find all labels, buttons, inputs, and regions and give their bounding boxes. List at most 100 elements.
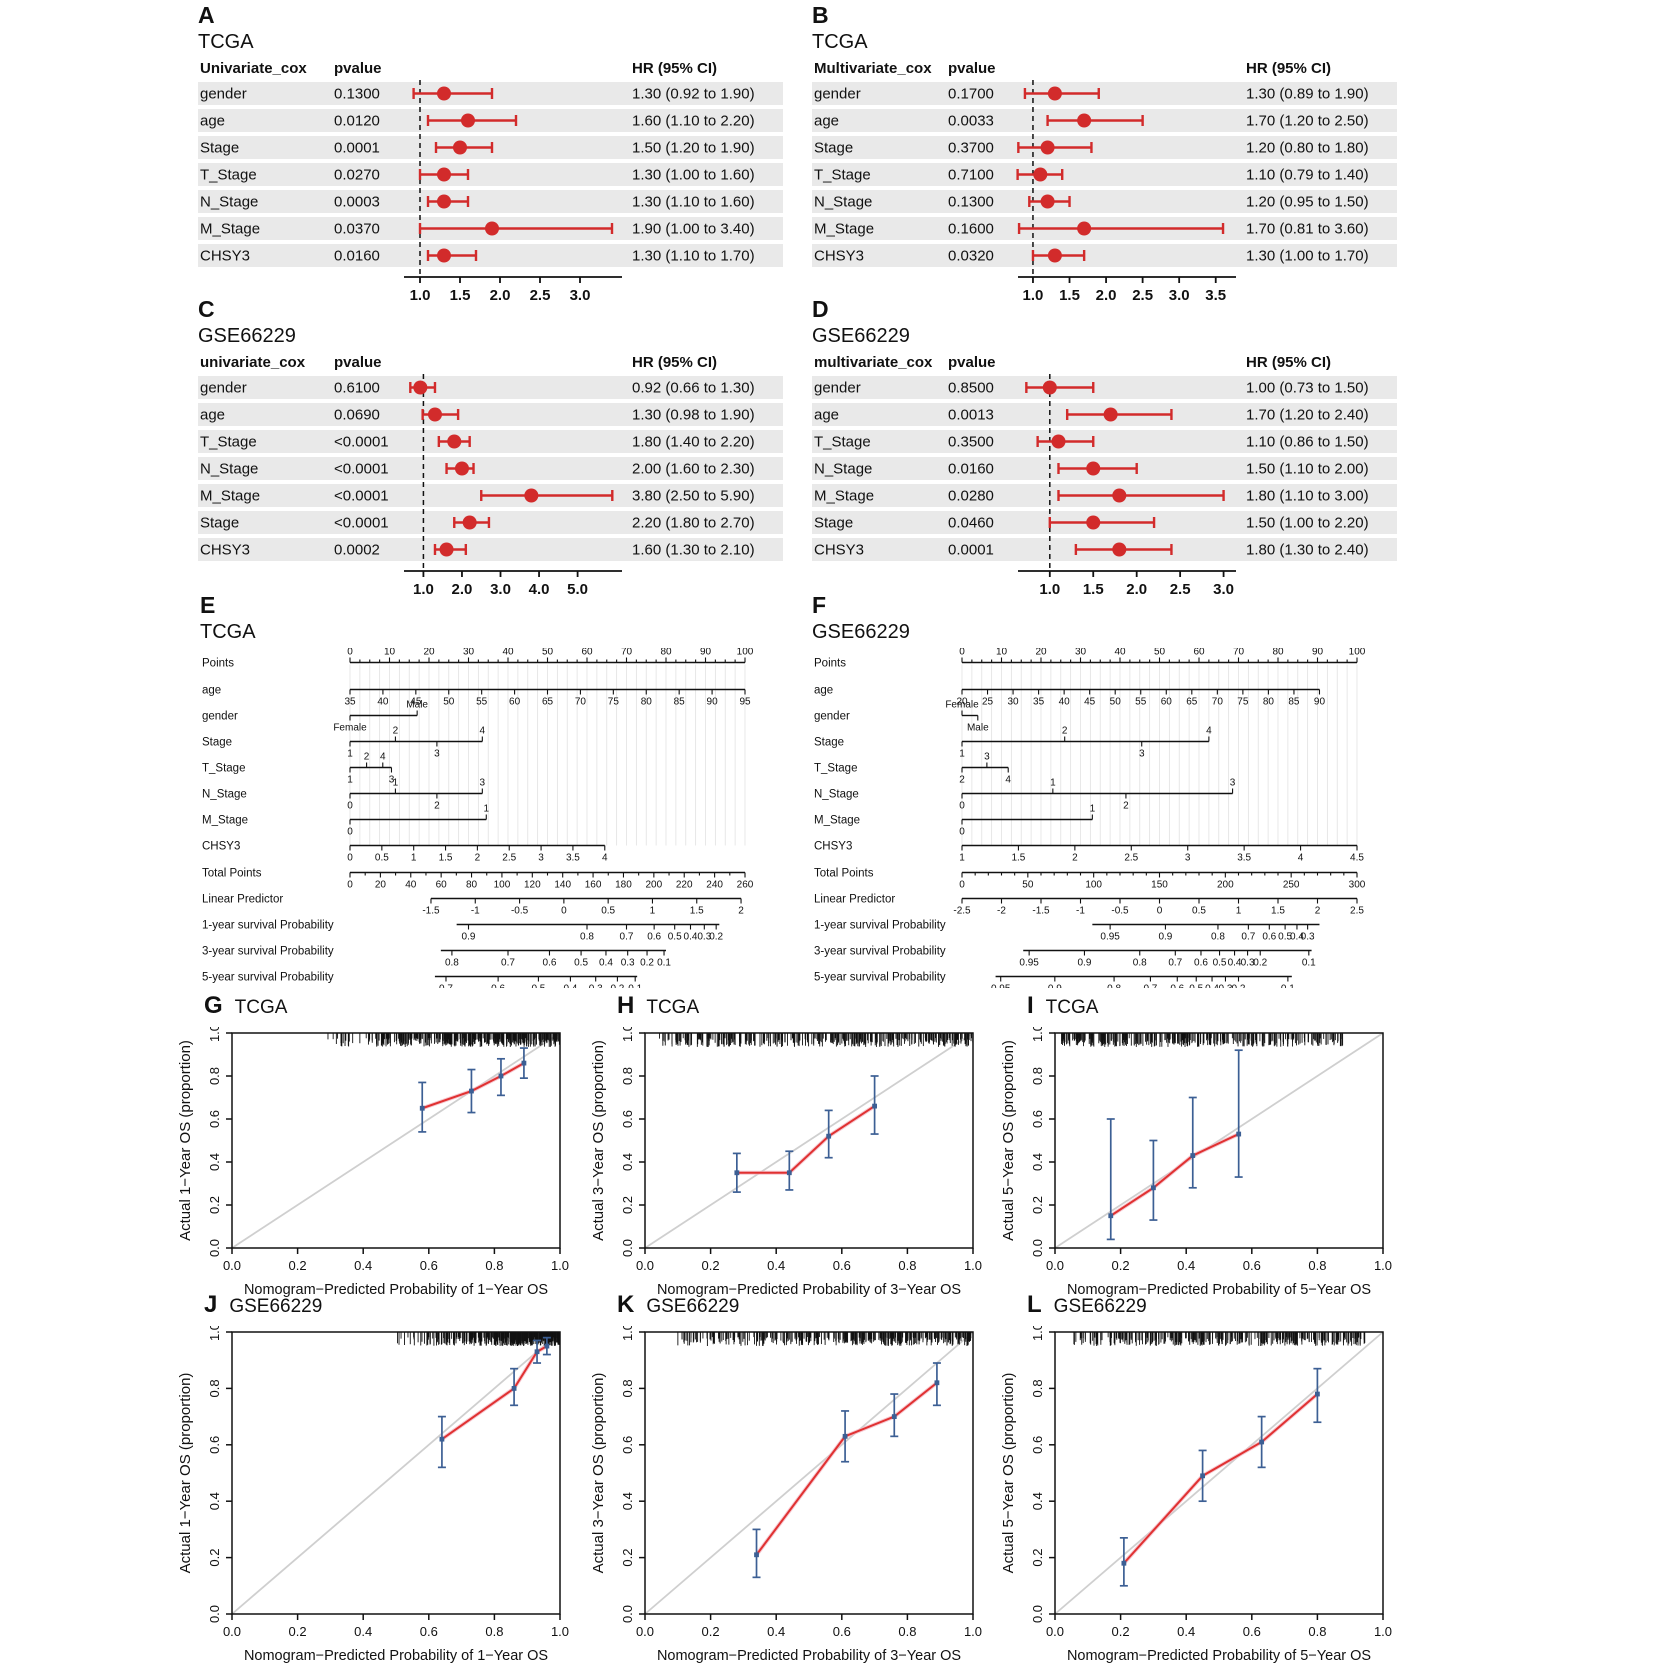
- svg-text:4.5: 4.5: [1350, 853, 1364, 864]
- svg-text:0.1: 0.1: [1281, 984, 1295, 989]
- panel-I-letter: I: [1027, 992, 1034, 1019]
- svg-text:CHSY3: CHSY3: [200, 542, 250, 559]
- svg-text:40: 40: [405, 880, 417, 891]
- svg-text:3.0: 3.0: [1213, 581, 1234, 598]
- forest-plot-tcga-multivariate: Multivariate_cox pvalue HR (95% CI) gender 0…: [812, 58, 1397, 304]
- svg-text:0.7: 0.7: [1241, 932, 1255, 943]
- svg-text:Stage: Stage: [814, 515, 853, 532]
- svg-text:0.5: 0.5: [1278, 932, 1292, 943]
- panel-F-letter: F: [812, 592, 827, 618]
- svg-text:1: 1: [393, 778, 399, 789]
- calibration-tcga-5year: 0.0 0.0 0.2 0.2 0.4 0.4 0.6 0.6 0.8 0.8 1.0 1.0 Nomo…: [999, 1027, 1397, 1300]
- svg-text:80: 80: [1272, 648, 1284, 658]
- svg-text:0.0001: 0.0001: [334, 140, 380, 157]
- svg-text:-1: -1: [1076, 906, 1085, 917]
- svg-text:0.4: 0.4: [354, 1258, 372, 1273]
- svg-text:260: 260: [737, 880, 754, 891]
- svg-text:75: 75: [608, 697, 620, 708]
- svg-text:Stage: Stage: [200, 515, 239, 532]
- svg-text:1.5: 1.5: [1083, 581, 1104, 598]
- svg-text:1.0: 1.0: [1023, 287, 1044, 304]
- svg-text:70: 70: [1233, 648, 1245, 658]
- hr-points: [1016, 86, 1225, 263]
- panel-L-header: L GSE66229: [999, 1292, 1397, 1322]
- svg-text:1.50 (1.00 to 2.20): 1.50 (1.00 to 2.20): [1246, 515, 1369, 532]
- svg-text:0.6: 0.6: [833, 1258, 851, 1273]
- corrected-line: [736, 1105, 876, 1174]
- svg-text:HR (95% CI): HR (95% CI): [632, 354, 717, 371]
- svg-text:0.2: 0.2: [1253, 958, 1267, 969]
- panel-E-letter: E: [200, 592, 216, 618]
- svg-text:M_Stage: M_Stage: [814, 488, 874, 505]
- svg-text:50: 50: [1022, 880, 1034, 891]
- calibration-gse66229-3year: 0.0 0.0 0.2 0.2 0.4 0.4 0.6 0.6 0.8 0.8 1.0 1.0 Nomo…: [589, 1326, 987, 1666]
- svg-text:1: 1: [1050, 778, 1056, 789]
- svg-text:0.1: 0.1: [628, 984, 642, 989]
- svg-text:M_Stage: M_Stage: [202, 815, 248, 827]
- panel-H-letter: H: [617, 992, 635, 1019]
- svg-text:1.0: 1.0: [964, 1624, 982, 1639]
- nomogram-grid: [961, 664, 1358, 846]
- svg-text:0.4: 0.4: [1228, 958, 1242, 969]
- corrected-line: [755, 1381, 938, 1556]
- forest-svg: multivariate_cox pvalue HR (95% CI) gender 0…: [812, 354, 1397, 598]
- svg-text:1.60 (1.10 to 2.20): 1.60 (1.10 to 2.20): [632, 113, 755, 130]
- svg-text:0.7: 0.7: [501, 958, 515, 969]
- svg-text:gender: gender: [814, 86, 861, 103]
- svg-text:1.0: 1.0: [1030, 1326, 1045, 1341]
- svg-text:50: 50: [542, 648, 554, 658]
- svg-text:3: 3: [480, 778, 486, 789]
- svg-text:0.8: 0.8: [620, 1067, 635, 1085]
- svg-text:0.8: 0.8: [1030, 1067, 1045, 1085]
- svg-text:0.2: 0.2: [610, 984, 624, 989]
- svg-text:5-year survival Probability: 5-year survival Probability: [202, 972, 334, 984]
- svg-text:gender: gender: [200, 380, 247, 397]
- svg-text:0.0: 0.0: [636, 1624, 654, 1639]
- svg-text:0.9: 0.9: [1077, 958, 1091, 969]
- svg-text:0.7: 0.7: [620, 932, 634, 943]
- svg-text:Nomogram−Predicted Probability: Nomogram−Predicted Probability of 1−Year…: [244, 1282, 548, 1298]
- svg-text:0.8: 0.8: [445, 958, 459, 969]
- svg-text:0.0003: 0.0003: [334, 194, 380, 211]
- svg-text:0.0: 0.0: [620, 1605, 635, 1623]
- svg-text:100: 100: [737, 648, 754, 658]
- svg-text:80: 80: [466, 880, 478, 891]
- svg-text:40: 40: [502, 648, 514, 658]
- svg-text:3.5: 3.5: [566, 853, 580, 864]
- error-bars: [732, 1075, 879, 1193]
- svg-text:3.80 (2.50 to 5.90): 3.80 (2.50 to 5.90): [632, 488, 755, 505]
- panel-I-title: TCGA: [1045, 997, 1099, 1018]
- svg-text:3.0: 3.0: [1169, 287, 1190, 304]
- svg-text:220: 220: [676, 880, 693, 891]
- svg-text:1.20 (0.95 to 1.50): 1.20 (0.95 to 1.50): [1246, 194, 1369, 211]
- svg-text:<0.0001: <0.0001: [334, 488, 389, 505]
- svg-text:0: 0: [347, 648, 353, 658]
- svg-text:T_Stage: T_Stage: [814, 167, 871, 184]
- panel-B-title: TCGA: [812, 31, 868, 53]
- calibration-tcga-1year: 0.0 0.0 0.2 0.2 0.4 0.4 0.6 0.6 0.8 0.8 1.0 1.0 Nomo…: [176, 1027, 574, 1300]
- svg-text:Male: Male: [406, 700, 428, 711]
- svg-text:0.4: 0.4: [563, 984, 577, 989]
- svg-text:1.0: 1.0: [207, 1326, 222, 1341]
- svg-text:0.0: 0.0: [1030, 1239, 1045, 1257]
- panel-A-title: TCGA: [198, 31, 254, 53]
- svg-text:90: 90: [1314, 697, 1326, 708]
- nomogram-grid: [349, 664, 746, 846]
- svg-text:0.6: 0.6: [420, 1258, 438, 1273]
- svg-text:0.4: 0.4: [620, 1153, 635, 1171]
- svg-text:T_Stage: T_Stage: [814, 763, 857, 775]
- svg-text:0.0690: 0.0690: [334, 407, 380, 424]
- corrected-line: [1123, 1393, 1319, 1564]
- svg-text:0.0: 0.0: [223, 1258, 241, 1273]
- svg-text:-0.5: -0.5: [511, 906, 529, 917]
- svg-text:2: 2: [1315, 906, 1321, 917]
- svg-text:M_Stage: M_Stage: [200, 488, 260, 505]
- svg-text:age: age: [814, 113, 839, 130]
- svg-text:1.30 (1.10 to 1.60): 1.30 (1.10 to 1.60): [632, 194, 755, 211]
- svg-text:0.5: 0.5: [574, 958, 588, 969]
- panel-D-letter: D: [812, 296, 829, 322]
- svg-text:1.0: 1.0: [551, 1258, 569, 1273]
- svg-text:1.5: 1.5: [1059, 287, 1080, 304]
- svg-text:1.5: 1.5: [450, 287, 471, 304]
